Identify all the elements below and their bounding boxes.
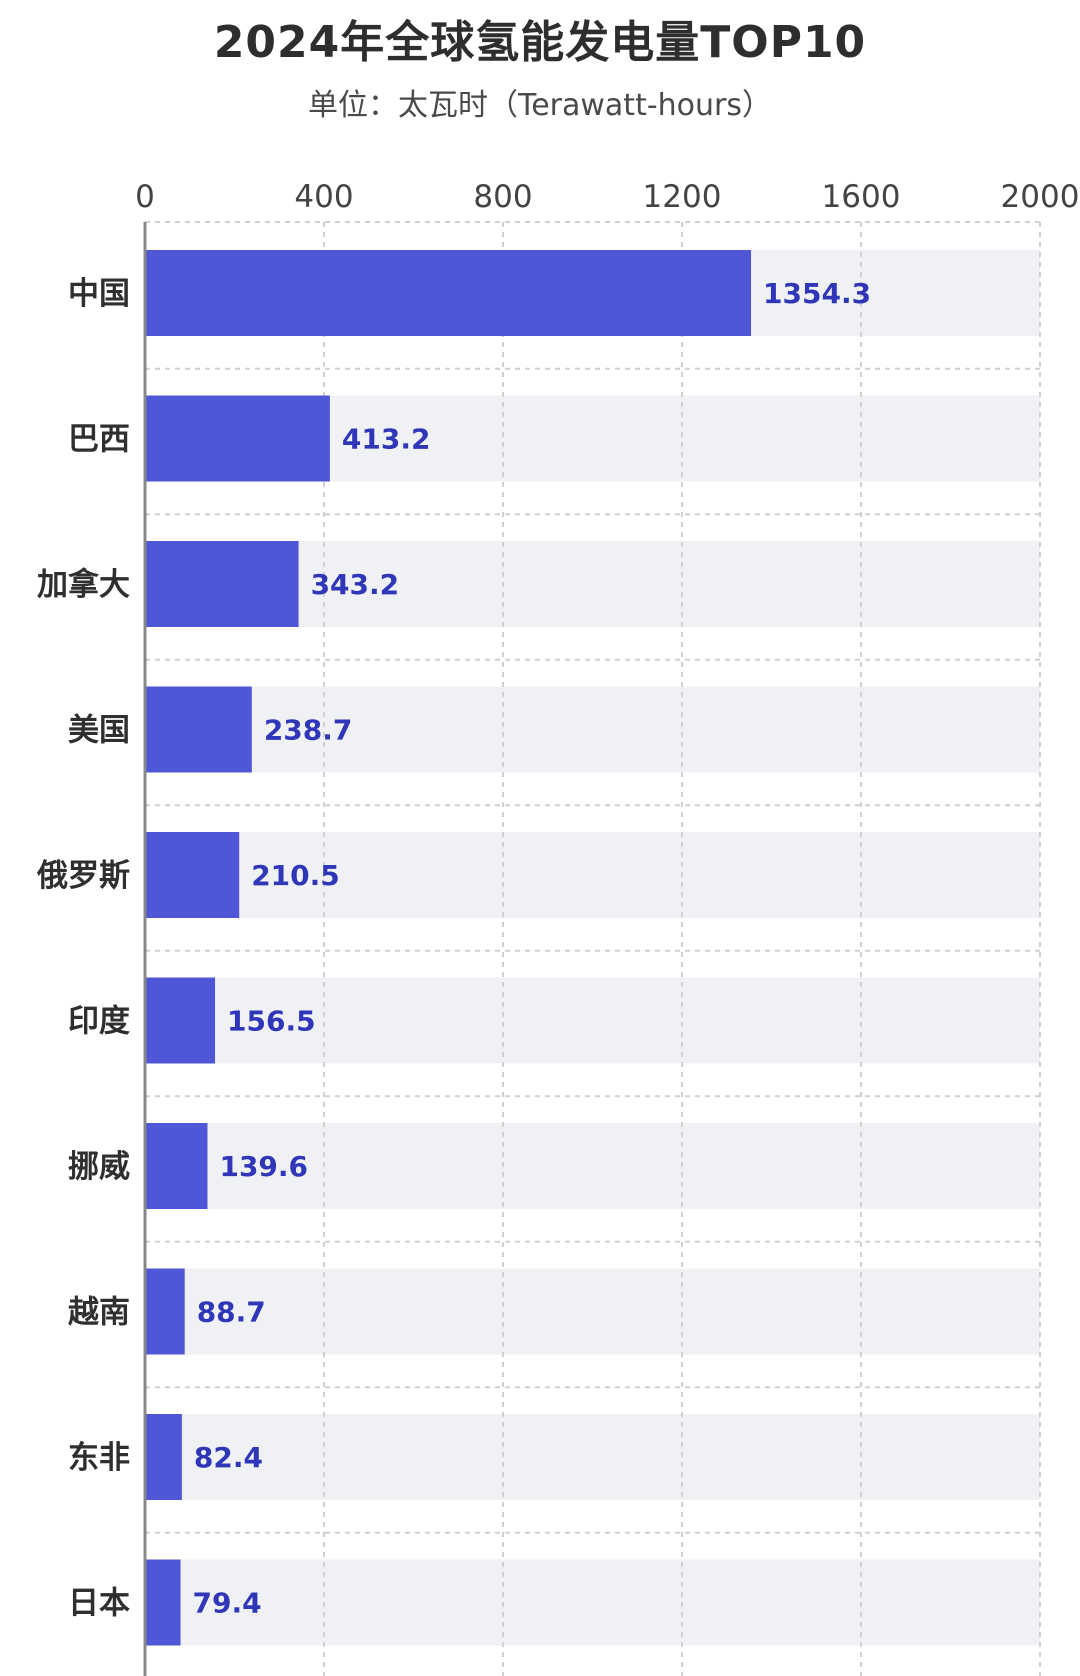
category-label: 中国 xyxy=(68,276,130,312)
category-label: 印度 xyxy=(68,1004,130,1040)
x-tick-label: 1200 xyxy=(643,179,722,215)
category-label: 挪威 xyxy=(68,1149,130,1185)
x-tick-label: 1600 xyxy=(822,179,901,215)
value-label: 82.4 xyxy=(194,1441,263,1474)
value-label: 156.5 xyxy=(227,1005,316,1038)
bar xyxy=(145,1559,181,1646)
bar-track xyxy=(145,1123,1040,1209)
value-label: 210.5 xyxy=(251,859,340,892)
category-label: 东非 xyxy=(68,1440,130,1476)
value-label: 79.4 xyxy=(193,1587,262,1620)
category-label: 日本 xyxy=(68,1586,130,1622)
bar xyxy=(145,977,216,1064)
value-label: 139.6 xyxy=(219,1150,308,1183)
chart-subtitle: 单位：太瓦时（Terawatt-hours） xyxy=(307,88,773,123)
bar xyxy=(145,250,752,336)
value-label: 343.2 xyxy=(311,568,400,601)
x-tick-label: 2000 xyxy=(1001,179,1080,215)
category-label: 美国 xyxy=(68,713,130,749)
bar xyxy=(145,541,299,627)
value-label: 1354.3 xyxy=(763,277,871,310)
value-label: 88.7 xyxy=(197,1296,266,1329)
category-label: 越南 xyxy=(68,1295,130,1331)
category-label: 加拿大 xyxy=(37,567,130,603)
bar-track xyxy=(145,1268,1040,1355)
chart-title: 2024年全球氢能发电量TOP10 xyxy=(213,17,867,68)
bar-track xyxy=(145,977,1040,1064)
category-label: 巴西 xyxy=(68,422,130,458)
category-label: 俄罗斯 xyxy=(36,858,130,894)
bar xyxy=(145,1414,182,1500)
bar xyxy=(145,1268,185,1355)
value-label: 413.2 xyxy=(342,423,431,456)
x-tick-label: 0 xyxy=(135,179,155,215)
bar xyxy=(145,686,252,773)
bar xyxy=(145,832,240,918)
value-label: 238.7 xyxy=(264,714,353,747)
bar-track xyxy=(145,832,1040,918)
bar-track xyxy=(145,1559,1040,1646)
bar-track xyxy=(145,686,1040,773)
x-tick-label: 400 xyxy=(294,179,353,215)
bar-track xyxy=(145,1414,1040,1500)
x-tick-label: 800 xyxy=(473,179,532,215)
bar xyxy=(145,395,330,482)
bar xyxy=(145,1123,208,1209)
